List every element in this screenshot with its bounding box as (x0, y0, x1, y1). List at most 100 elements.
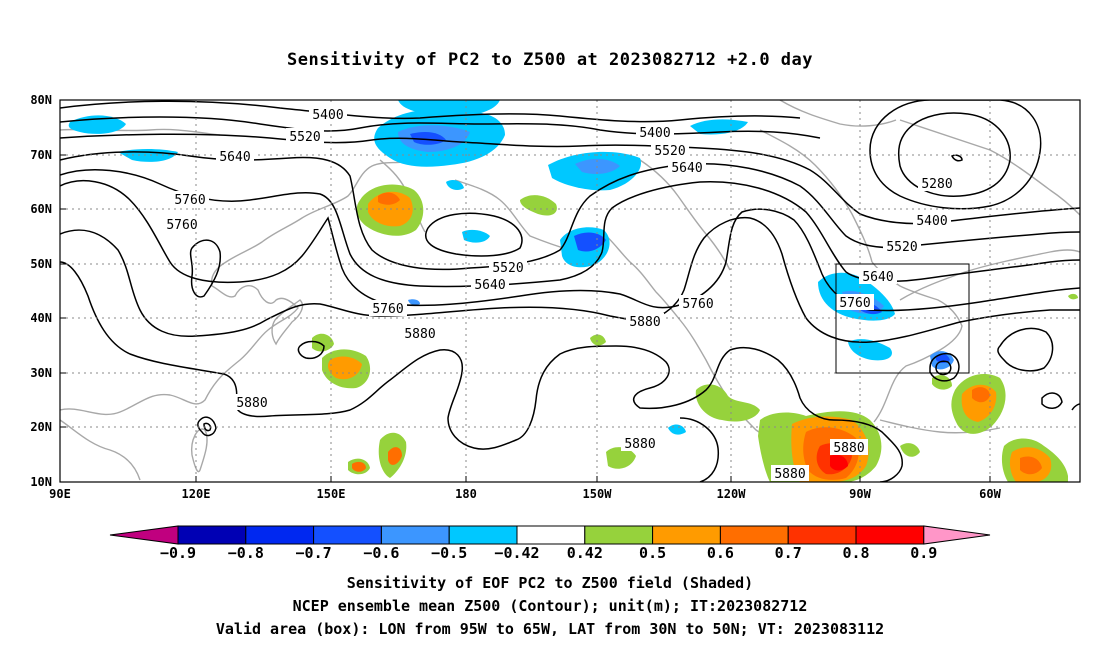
contour-label: 5760 (836, 294, 874, 311)
lat-labels: 80N 70N 60N 50N 40N 30N 20N 10N (30, 93, 52, 489)
contour-label: 5640 (859, 268, 897, 285)
contour-label: 5280 (918, 175, 956, 192)
contour-label-text: 5640 (671, 161, 702, 176)
contour-label-text: 5760 (682, 297, 713, 312)
footer-line-1: Sensitivity of EOF PC2 to Z500 field (Sh… (346, 574, 754, 592)
lon-label-150w: 150W (583, 487, 613, 501)
lat-label-10n: 10N (30, 475, 52, 489)
lon-labels: 90E 120E 150E 180 150W 120W 90W 60W (49, 487, 1001, 501)
lon-label-180: 180 (455, 487, 477, 501)
contour-label-text: 5400 (639, 126, 670, 141)
lat-label-40n: 40N (30, 311, 52, 325)
colorbar-tick-label: 0.5 (639, 544, 666, 562)
contour-label: 5880 (621, 435, 659, 452)
contour-label: 5400 (309, 106, 347, 123)
contour-label: 5400 (636, 124, 674, 141)
footer-line-2: NCEP ensemble mean Z500 (Contour); unit(… (292, 597, 808, 615)
contour-label: 5880 (771, 465, 809, 482)
contour-label: 5760 (171, 191, 209, 208)
contour-label: 5520 (883, 238, 921, 255)
lon-label-60w: 60W (979, 487, 1001, 501)
colorbar-labels: −0.9 −0.8 −0.7 −0.6 −0.5 −0.42 0.42 0.5 0.6 0.7 0.… (160, 544, 937, 562)
colorbar-tick-label: −0.42 (494, 544, 539, 562)
contour-label: 5640 (216, 148, 254, 165)
colorbar-segment (313, 525, 382, 545)
contour-labels: 5400552056405760576055205640576058805400… (163, 106, 956, 482)
contour-label: 5880 (830, 439, 868, 456)
lat-label-20n: 20N (30, 420, 52, 434)
chart-title: Sensitivity of PC2 to Z500 at 2023082712… (286, 50, 813, 70)
lat-label-70n: 70N (30, 148, 52, 162)
contour-label-text: 5760 (372, 302, 403, 317)
contour-label-text: 5520 (654, 144, 685, 159)
contour-label: 5520 (286, 128, 324, 145)
colorbar-segment (448, 525, 518, 545)
colorbar-tick-label: 0.6 (707, 544, 734, 562)
lat-label-60n: 60N (30, 202, 52, 216)
contour-label-text: 5280 (921, 177, 952, 192)
contour-label: 5880 (233, 394, 271, 411)
map-frame (59, 99, 1081, 483)
contour-label-text: 5640 (862, 270, 893, 285)
lon-label-120w: 120W (717, 487, 747, 501)
colorbar (109, 525, 991, 545)
contour-label: 5760 (679, 295, 717, 312)
contour-label: 5520 (651, 142, 689, 159)
contour-label-text: 5880 (774, 467, 805, 482)
colorbar-under-triangle (109, 525, 179, 545)
contour-label: 5880 (626, 313, 664, 330)
contour-label-text: 5760 (839, 296, 870, 311)
colorbar-segment (245, 525, 315, 545)
contour-label-text: 5400 (312, 108, 343, 123)
contour-label-text: 5400 (916, 214, 947, 229)
colorbar-tick-label: −0.7 (296, 544, 332, 562)
contour-label-text: 5760 (166, 218, 197, 233)
contour-label-text: 5640 (474, 278, 505, 293)
lon-label-150e: 150E (317, 487, 346, 501)
contour-label-text: 5880 (833, 441, 864, 456)
contour-label-text: 5760 (174, 193, 205, 208)
contour-label: 5880 (401, 325, 439, 342)
contour-label-text: 5520 (886, 240, 917, 255)
colorbar-tick-label: 0.7 (775, 544, 802, 562)
colorbar-segment (177, 525, 247, 545)
colorbar-segment (787, 525, 857, 545)
contour-label-text: 5520 (492, 261, 523, 276)
axis-ticks (60, 99, 991, 483)
contour-label-text: 5640 (219, 150, 250, 165)
lon-label-90w: 90W (849, 487, 871, 501)
colorbar-tick-label: −0.6 (363, 544, 399, 562)
colorbar-segment (855, 525, 925, 545)
footer-line-3: Valid area (box): LON from 95W to 65W, L… (215, 620, 885, 638)
lat-label-50n: 50N (30, 257, 52, 271)
lon-label-120e: 120E (182, 487, 211, 501)
contour-label: 5640 (471, 276, 509, 293)
contour-label-text: 5880 (624, 437, 655, 452)
colorbar-tick-label: −0.5 (431, 544, 467, 562)
contour-label: 5520 (489, 259, 527, 276)
contour-label: 5760 (163, 216, 201, 233)
contour-label: 5760 (369, 300, 407, 317)
colorbar-over-triangle (923, 525, 991, 545)
valid-area-box (835, 263, 970, 374)
colorbar-tick-label: −0.8 (228, 544, 264, 562)
contour-label-text: 5880 (629, 315, 660, 330)
contour-label-text: 5880 (236, 396, 267, 411)
colorbar-segment (719, 525, 789, 545)
colorbar-tick-label: 0.42 (567, 544, 603, 562)
colorbar-segment (516, 525, 586, 545)
lat-label-30n: 30N (30, 366, 52, 380)
lon-label-90e: 90E (49, 487, 71, 501)
contour-label: 5400 (913, 212, 951, 229)
colorbar-tick-label: 0.9 (910, 544, 937, 562)
colorbar-segment (584, 525, 654, 545)
contour-label-text: 5520 (289, 130, 320, 145)
contour-label-text: 5880 (404, 327, 435, 342)
contour-label: 5640 (668, 159, 706, 176)
colorbar-tick-label: −0.9 (160, 544, 196, 562)
colorbar-segment (652, 525, 721, 545)
colorbar-segment (380, 525, 450, 545)
lat-label-80n: 80N (30, 93, 52, 107)
colorbar-tick-label: 0.8 (842, 544, 869, 562)
